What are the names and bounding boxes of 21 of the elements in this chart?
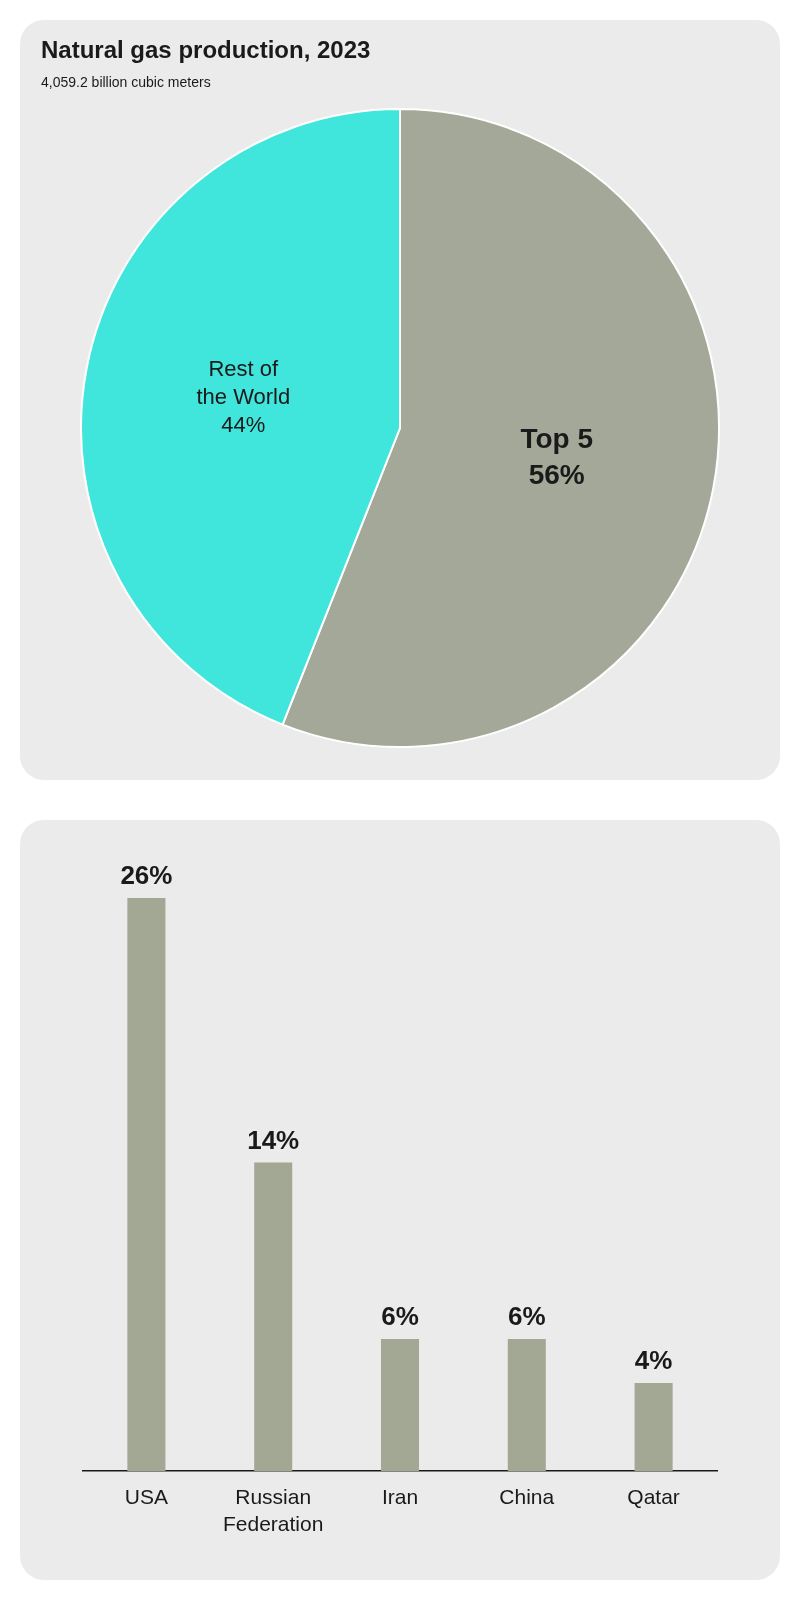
slice-label: Rest of the World xyxy=(196,356,291,410)
data-label: 6% xyxy=(381,1301,419,1332)
data-label: 26% xyxy=(120,860,173,891)
chart-title: Natural gas production, 2023 xyxy=(41,36,371,64)
x-tick-label: China xyxy=(499,1485,555,1509)
bar xyxy=(507,1338,546,1472)
data-label: 56% xyxy=(528,458,585,490)
x-tick-label: Qatar xyxy=(627,1485,680,1509)
bar xyxy=(254,1162,293,1472)
bar xyxy=(127,898,166,1472)
data-label: 14% xyxy=(247,1124,300,1155)
data-label: 6% xyxy=(508,1301,546,1332)
chart-subtitle: 4,059.2 billion cubic meters xyxy=(41,73,211,91)
bar xyxy=(380,1338,420,1472)
x-tick-label: Russian Federation xyxy=(223,1485,324,1536)
bar xyxy=(634,1383,673,1472)
x-tick-label: USA xyxy=(124,1485,168,1509)
data-label: 44% xyxy=(221,412,266,438)
slice-label: Top 5 xyxy=(520,422,593,454)
data-label: 4% xyxy=(634,1345,673,1376)
x-tick-label: Iran xyxy=(381,1485,419,1509)
